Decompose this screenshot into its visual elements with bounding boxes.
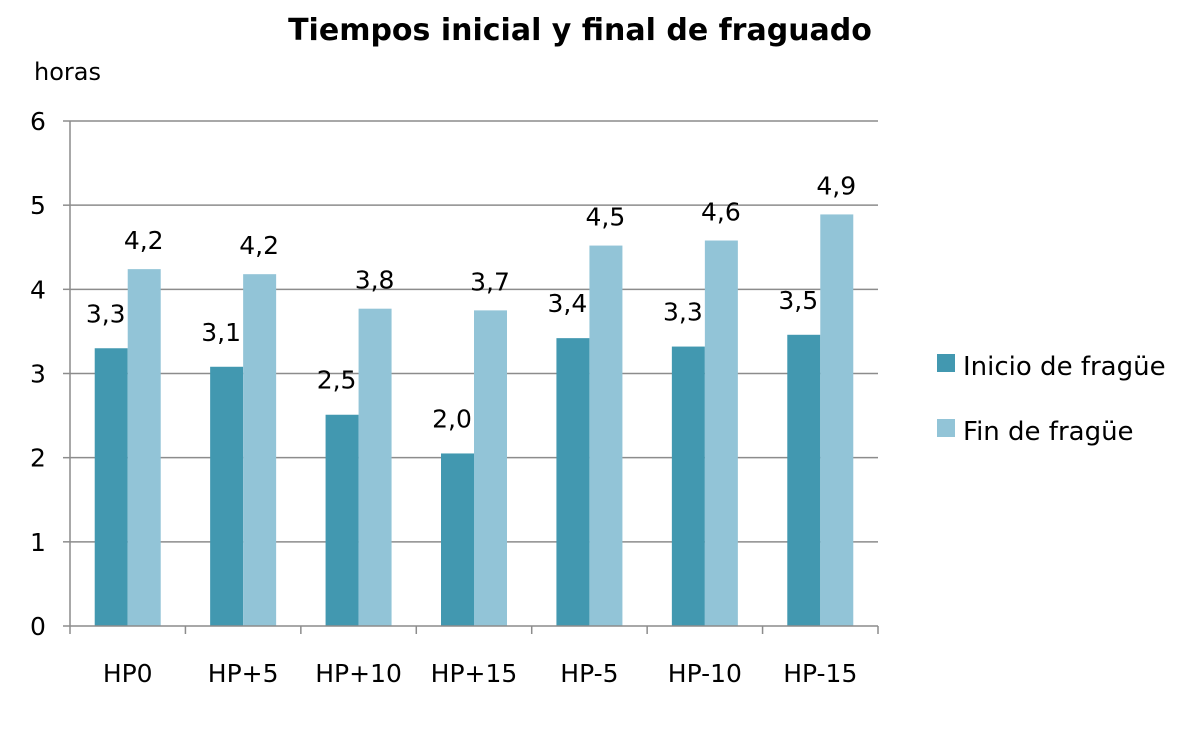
y-axis-label: horas [34,58,101,86]
y-tick-label: 0 [30,612,46,641]
bar [556,338,590,626]
x-tick-label: HP+10 [315,659,402,688]
bar [820,214,854,627]
chart-title: Tiempos inicial y final de fraguado [288,13,872,48]
bar [441,453,474,626]
bar [704,240,738,626]
data-label: 4,9 [816,171,856,200]
data-label: 2,0 [432,404,472,433]
data-label: 3,5 [778,286,818,315]
data-label: 4,2 [239,231,279,260]
data-label: 3,1 [201,318,241,347]
bar [358,308,392,626]
data-label: 3,3 [86,299,126,328]
data-label: 4,6 [701,198,741,227]
y-tick-label: 3 [30,360,46,389]
bar [787,334,821,626]
x-tick-label: HP-10 [668,659,742,688]
data-label: 4,2 [124,226,164,255]
x-tick-label: HP-15 [783,659,857,688]
bar [325,414,359,626]
data-label: 3,7 [470,267,510,296]
x-tick-label: HP0 [103,659,153,688]
y-tick-label: 5 [30,191,46,220]
bar [210,366,244,626]
legend-swatch [937,419,955,437]
legend-entry: Inicio de fragüe [963,352,1166,382]
legend: Inicio de fragüe Fin de fragüe [937,352,1166,447]
y-tick-label: 2 [30,444,46,473]
bar [474,310,507,626]
y-tick-label: 1 [30,528,46,557]
bar [671,346,705,626]
data-label: 3,4 [548,289,588,318]
data-label: 3,8 [355,266,395,295]
y-tick-label: 6 [30,107,46,136]
data-labels: 3,3 3,1 2,5 2,0 3,4 3,3 3,5 4,2 4,2 3,8 3,7 4,5 4,6 4… [86,171,856,433]
legend-entry: Fin de fragüe [963,417,1134,447]
data-label: 3,3 [663,298,703,327]
data-label: 4,5 [586,203,626,232]
y-tick-label: 4 [30,275,46,304]
data-label: 2,5 [317,366,357,395]
legend-swatch [937,354,955,372]
x-tick-label: HP-5 [560,659,618,688]
bar [127,269,161,626]
x-tick-label: HP+15 [431,659,518,688]
bar [589,245,623,627]
bar [243,274,277,626]
x-tick-label: HP+5 [208,659,279,688]
bars [94,214,854,627]
bar [94,348,128,626]
axes: 0 1 2 3 4 5 6 HP0 HP+5 HP+10 HP+15 HP-5 HP-10 HP-15 [30,107,879,688]
